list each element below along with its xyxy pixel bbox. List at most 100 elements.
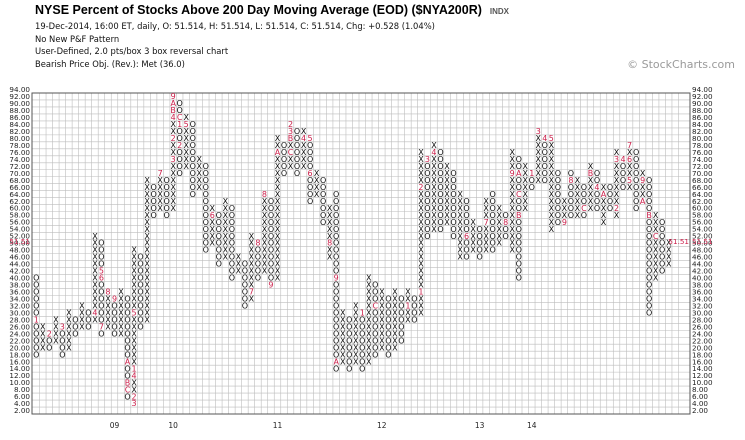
pnf-o-box: O bbox=[333, 239, 339, 248]
pnf-month-marker: C bbox=[177, 113, 183, 122]
pnf-x-box: X bbox=[418, 309, 424, 318]
pnf-x-box: X bbox=[470, 218, 476, 227]
pnf-o-box: O bbox=[646, 176, 652, 185]
pnf-x-box: X bbox=[340, 336, 346, 345]
pnf-o-box: O bbox=[294, 127, 300, 136]
pnf-x-box: X bbox=[536, 155, 542, 164]
pnf-o-box: O bbox=[46, 343, 52, 352]
pnf-o-box: O bbox=[437, 204, 443, 213]
pnf-x-box: X bbox=[340, 315, 346, 324]
pnf-o-box: O bbox=[359, 357, 365, 366]
pnf-x-box: X bbox=[262, 260, 268, 269]
pnf-o-box: O bbox=[450, 218, 456, 227]
pnf-x-box: X bbox=[170, 197, 176, 206]
pnf-o-box: O bbox=[33, 295, 39, 304]
pnf-month-marker: C bbox=[516, 190, 522, 199]
y-tick-right: 94.00 bbox=[692, 85, 713, 94]
pnf-x-box: X bbox=[144, 260, 150, 269]
pnf-o-box: O bbox=[424, 225, 430, 234]
pnf-x-box: X bbox=[627, 148, 633, 157]
pnf-month-marker: 9 bbox=[268, 281, 273, 290]
pnf-o-box: O bbox=[333, 315, 339, 324]
pnf-x-box: X bbox=[223, 253, 229, 262]
y-tick-left: 44.00 bbox=[9, 260, 30, 269]
pnf-x-box: X bbox=[131, 357, 137, 366]
pnf-x-box: X bbox=[170, 162, 176, 171]
pnf-x-box: X bbox=[536, 134, 542, 143]
pnf-x-box: X bbox=[379, 288, 385, 297]
y-tick-right: 50.00 bbox=[692, 239, 713, 248]
pnf-month-marker: 3 bbox=[425, 155, 430, 164]
pnf-o-box: O bbox=[633, 176, 639, 185]
pnf-x-box: X bbox=[288, 155, 294, 164]
pnf-o-box: O bbox=[111, 329, 117, 338]
pnf-x-box: X bbox=[379, 302, 385, 311]
pnf-x-box: X bbox=[601, 183, 607, 192]
pnf-o-box: O bbox=[177, 155, 183, 164]
pnf-x-box: X bbox=[496, 239, 502, 248]
pnf-o-box: O bbox=[568, 183, 574, 192]
pnf-x-box: X bbox=[666, 253, 672, 262]
pnf-month-marker: 1 bbox=[177, 120, 182, 129]
y-tick-right: 54.00 bbox=[692, 225, 713, 234]
y-tick-right: 46.00 bbox=[692, 253, 713, 262]
pnf-x-box: X bbox=[275, 134, 281, 143]
pnf-o-box: O bbox=[516, 253, 522, 262]
pnf-o-box: O bbox=[177, 162, 183, 171]
pnf-o-box: O bbox=[46, 336, 52, 345]
pnf-x-box: X bbox=[249, 295, 255, 304]
pnf-o-box: O bbox=[150, 211, 156, 220]
pnf-month-marker: 1 bbox=[132, 364, 137, 373]
pnf-o-box: O bbox=[568, 169, 574, 178]
pnf-o-box: O bbox=[137, 274, 143, 283]
pnf-x-box: X bbox=[640, 190, 646, 199]
pnf-month-marker: 6 bbox=[210, 211, 215, 220]
pnf-o-box: O bbox=[203, 190, 209, 199]
pnf-o-box: O bbox=[229, 260, 235, 269]
pnf-x-box: X bbox=[144, 309, 150, 318]
pnf-x-box: X bbox=[249, 267, 255, 276]
pnf-x-box: X bbox=[275, 232, 281, 241]
pnf-o-box: O bbox=[150, 204, 156, 213]
pnf-month-marker: A bbox=[170, 99, 176, 108]
pnf-o-box: O bbox=[85, 309, 91, 318]
pnf-month-marker: 7 bbox=[99, 322, 104, 331]
pnf-o-box: O bbox=[333, 211, 339, 220]
pnf-o-box: O bbox=[476, 225, 482, 234]
pnf-month-marker: 4 bbox=[431, 148, 436, 157]
pnf-month-marker: 3 bbox=[614, 155, 619, 164]
pnf-o-box: O bbox=[516, 218, 522, 227]
pnf-o-box: O bbox=[333, 343, 339, 352]
pnf-x-box: X bbox=[327, 253, 333, 262]
pnf-o-box: O bbox=[333, 190, 339, 199]
pnf-x-box: X bbox=[262, 218, 268, 227]
pnf-o-box: O bbox=[398, 295, 404, 304]
pnf-x-box: X bbox=[418, 232, 424, 241]
pnf-o-box: O bbox=[307, 183, 313, 192]
pnf-o-box: O bbox=[229, 239, 235, 248]
pnf-o-box: O bbox=[555, 204, 561, 213]
pnf-x-box: X bbox=[431, 197, 437, 206]
pnf-month-marker: 5 bbox=[308, 134, 313, 143]
pnf-o-box: O bbox=[72, 329, 78, 338]
pnf-x-box: X bbox=[170, 120, 176, 129]
pnf-x-box: X bbox=[509, 211, 515, 220]
pnf-o-box: O bbox=[633, 148, 639, 157]
pnf-x-box: X bbox=[144, 295, 150, 304]
pnf-x-box: X bbox=[509, 148, 515, 157]
y-tick-left: 64.00 bbox=[9, 190, 30, 199]
pnf-month-marker: B bbox=[288, 134, 294, 143]
pnf-o-box: O bbox=[333, 281, 339, 290]
pnf-o-box: O bbox=[503, 211, 509, 220]
pnf-x-box: X bbox=[327, 204, 333, 213]
pnf-o-box: O bbox=[255, 246, 261, 255]
pnf-x-box: X bbox=[275, 155, 281, 164]
pnf-month-marker: 4 bbox=[132, 371, 137, 380]
y-tick-left: 56.00 bbox=[9, 218, 30, 227]
pnf-x-box: X bbox=[496, 211, 502, 220]
pnf-o-box: O bbox=[463, 239, 469, 248]
pnf-o-box: O bbox=[229, 204, 235, 213]
pnf-o-box: O bbox=[372, 322, 378, 331]
pnf-x-box: X bbox=[275, 225, 281, 234]
pnf-x-box: X bbox=[392, 309, 398, 318]
